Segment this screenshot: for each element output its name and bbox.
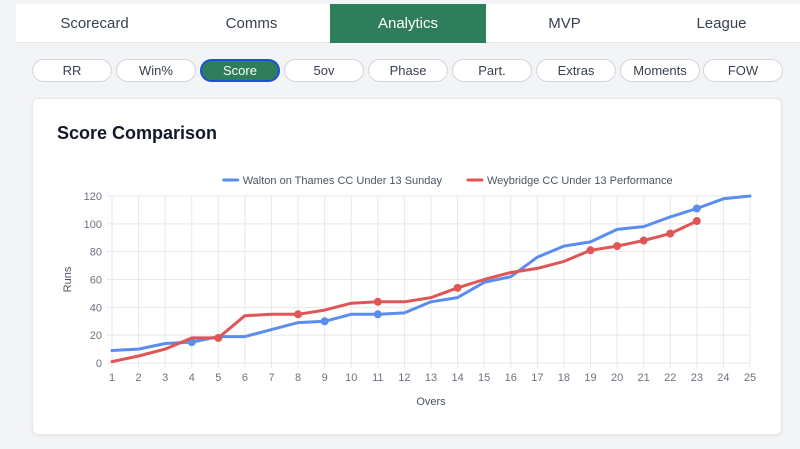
- x-tick-label: 4: [189, 372, 195, 384]
- score-comparison-card: Score Comparison 1 2 3 4 5 6 7 8 9 10 11 12 13 14 15 16…: [32, 98, 782, 435]
- y-tick-label: 40: [90, 302, 102, 314]
- subtab-moments[interactable]: Moments: [620, 59, 700, 82]
- y-tick-label: 80: [90, 247, 102, 259]
- x-tick-label: 8: [295, 372, 301, 384]
- x-tick-label: 19: [584, 372, 596, 384]
- x-tick-label: 5: [215, 372, 221, 384]
- series-point: [586, 246, 595, 255]
- x-tick-label: 12: [398, 372, 410, 384]
- chart-type-selector: RR Win% Score 5ov Phase Part. Extras Mom…: [32, 59, 784, 83]
- series-line: [110, 219, 699, 364]
- legend-label: Weybridge CC Under 13 Performance: [487, 175, 673, 187]
- x-tick-label: 23: [691, 372, 703, 384]
- x-tick-label: 7: [268, 372, 274, 384]
- x-tick-label: 13: [425, 372, 437, 384]
- tab-analytics[interactable]: Analytics: [330, 4, 486, 43]
- x-tick-label: 17: [531, 372, 543, 384]
- x-axis-title: Overs: [416, 396, 446, 408]
- x-tick-label: 24: [717, 372, 729, 384]
- series-point: [214, 333, 223, 342]
- tab-scorecard[interactable]: Scorecard: [60, 15, 129, 32]
- y-tick-label: 100: [84, 219, 102, 231]
- series-point: [453, 283, 462, 292]
- subtab-5ov[interactable]: 5ov: [284, 59, 364, 82]
- tab-mvp[interactable]: MVP: [548, 15, 581, 32]
- y-tick-label: 0: [96, 358, 102, 370]
- series-point: [666, 229, 675, 238]
- series-point: [692, 217, 701, 226]
- series-point: [320, 317, 329, 326]
- score-comparison-chart: 1 2 3 4 5 6 7 8 9 10 11 12 13 14 15 16 17 18 19 20 21 22 23 24 2…: [62, 175, 756, 408]
- x-tick-label: 20: [611, 372, 623, 384]
- y-tick-label: 120: [84, 191, 102, 203]
- series-point: [692, 204, 701, 213]
- x-tick-label: 14: [451, 372, 463, 384]
- tab-comms[interactable]: Comms: [225, 15, 278, 32]
- legend-label: Walton on Thames CC Under 13 Sunday: [243, 175, 443, 187]
- x-tick-label: 9: [322, 372, 328, 384]
- subtab-score[interactable]: Score: [200, 59, 280, 82]
- x-tick-label: 10: [345, 372, 357, 384]
- x-tick-label: 21: [638, 372, 650, 384]
- subtab-partnerships[interactable]: Part.: [452, 59, 532, 82]
- x-tick-label: 25: [744, 372, 756, 384]
- x-tick-label: 6: [242, 372, 248, 384]
- y-tick-label: 60: [90, 275, 102, 287]
- series-point: [613, 242, 622, 251]
- x-tick-label: 15: [478, 372, 490, 384]
- top-tab-bar: Scorecard Comms Analytics MVP League: [16, 4, 800, 43]
- x-tick-label: 22: [664, 372, 676, 384]
- x-tick-label: 3: [162, 372, 168, 384]
- x-tick-label: 2: [136, 372, 142, 384]
- subtab-fow[interactable]: FOW: [703, 59, 783, 82]
- y-tick-label: 20: [90, 330, 102, 342]
- tab-league[interactable]: League: [696, 15, 747, 32]
- x-tick-label: 11: [372, 372, 383, 384]
- y-axis-title: Runs: [62, 266, 74, 292]
- x-tick-label: 1: [109, 372, 115, 384]
- series-point: [373, 310, 382, 319]
- series-point: [294, 310, 303, 319]
- x-tick-label: 16: [505, 372, 517, 384]
- subtab-extras[interactable]: Extras: [536, 59, 616, 82]
- subtab-phase[interactable]: Phase: [368, 59, 448, 82]
- x-tick-label: 18: [558, 372, 570, 384]
- card-title: Score Comparison: [57, 123, 218, 143]
- series-point: [373, 297, 382, 306]
- subtab-rr[interactable]: RR: [32, 59, 112, 82]
- series-point: [639, 236, 648, 245]
- subtab-win-percent[interactable]: Win%: [116, 59, 196, 82]
